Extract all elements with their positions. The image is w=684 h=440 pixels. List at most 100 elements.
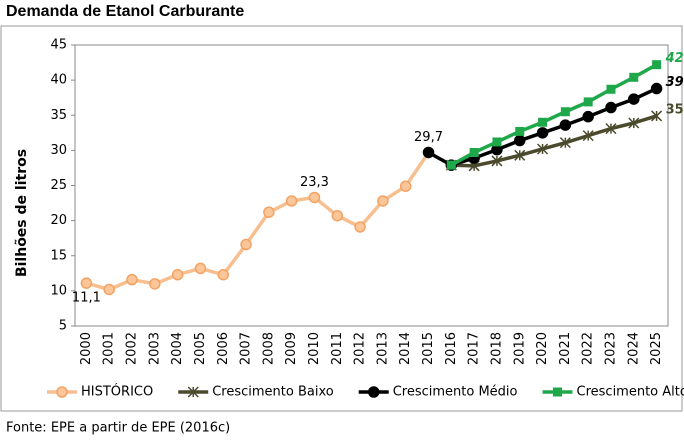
- x-tick-label: 2025: [649, 332, 664, 365]
- marker: [606, 84, 616, 94]
- y-tick-label: 40: [50, 73, 67, 88]
- plot-frame: [74, 44, 669, 327]
- x-tick-label: 2012: [353, 332, 368, 365]
- marker: [537, 143, 549, 155]
- marker: [126, 273, 138, 286]
- marker: [582, 110, 594, 123]
- legend-label: Crescimento Médio: [393, 385, 518, 400]
- marker: [187, 386, 199, 398]
- x-tick-label: 2011: [330, 332, 345, 365]
- marker: [308, 191, 321, 204]
- y-tick-label: 15: [50, 248, 67, 263]
- series-line: [451, 114, 658, 168]
- marker: [491, 155, 503, 167]
- x-tick-label: 2016: [444, 332, 459, 365]
- marker: [583, 97, 593, 107]
- marker: [171, 268, 184, 281]
- data-label: 29,7: [414, 130, 443, 145]
- x-tick-label: 2018: [489, 332, 504, 365]
- marker: [650, 82, 663, 95]
- marker: [377, 195, 389, 207]
- x-tick-label: 2002: [125, 332, 140, 365]
- chart-title: Demanda de Etanol Carburante: [6, 3, 244, 20]
- marker: [514, 134, 526, 147]
- x-tick-label: 2005: [193, 332, 208, 365]
- marker: [103, 283, 115, 296]
- data-label: 23,3: [300, 175, 329, 190]
- marker: [422, 146, 435, 159]
- data-label: 42: [665, 51, 684, 66]
- marker: [492, 137, 502, 147]
- marker: [285, 195, 298, 207]
- marker: [469, 147, 479, 157]
- chart-border: [0, 25, 683, 412]
- x-tick-label: 2000: [79, 332, 94, 365]
- marker: [553, 387, 563, 397]
- marker: [559, 137, 571, 149]
- data-label: 11,1: [72, 291, 101, 306]
- y-tick-label: 20: [50, 213, 67, 228]
- marker: [651, 110, 663, 122]
- legend-label: Crescimento Alto: [577, 385, 684, 400]
- x-tick-label: 2006: [216, 332, 231, 365]
- y-tick-label: 25: [50, 178, 67, 193]
- marker: [80, 277, 93, 289]
- marker: [446, 160, 456, 170]
- data-label: 39: [666, 75, 684, 90]
- y-tick-label: 30: [50, 143, 67, 158]
- x-tick-label: 2022: [581, 332, 596, 365]
- x-tick-label: 2001: [102, 332, 117, 365]
- legend-label: Crescimento Baixo: [212, 385, 334, 400]
- x-tick-label: 2013: [375, 332, 390, 365]
- x-tick-label: 2020: [535, 332, 550, 365]
- x-tick-label: 2019: [512, 332, 527, 365]
- x-tick-label: 2024: [626, 332, 641, 365]
- series-line: [85, 151, 430, 292]
- marker: [149, 278, 161, 290]
- x-tick-label: 2008: [261, 332, 276, 365]
- legend-item: Crescimento Médio: [358, 385, 518, 400]
- y-tick-label: 35: [50, 108, 67, 123]
- legend-item: Crescimento Alto: [542, 385, 684, 400]
- marker: [399, 180, 412, 192]
- series-line: [450, 63, 658, 167]
- marker: [354, 221, 366, 233]
- marker: [560, 107, 570, 117]
- marker: [194, 262, 207, 275]
- marker: [605, 123, 617, 135]
- marker: [367, 386, 380, 398]
- legend-item: HISTÓRICO: [47, 384, 153, 400]
- x-tick-label: 2007: [239, 332, 254, 365]
- source: Fonte: EPE a partir de EPE (2016c): [6, 421, 230, 436]
- marker: [56, 386, 68, 398]
- marker: [514, 149, 526, 161]
- data-label: 35: [666, 102, 684, 117]
- legend-label: HISTÓRICO: [81, 384, 153, 400]
- marker: [263, 206, 275, 218]
- marker: [536, 127, 549, 139]
- x-tick-label: 2014: [398, 332, 413, 365]
- x-tick-label: 2010: [307, 332, 322, 365]
- y-tick-label: 45: [50, 38, 67, 53]
- marker: [629, 72, 639, 82]
- marker: [582, 130, 594, 142]
- marker: [331, 209, 344, 222]
- marker: [628, 93, 640, 105]
- marker: [605, 101, 617, 114]
- marker: [559, 119, 572, 131]
- marker: [538, 117, 548, 127]
- x-tick-label: 2003: [147, 332, 162, 365]
- x-tick-label: 2009: [284, 332, 299, 365]
- x-tick-label: 2017: [467, 332, 482, 365]
- marker: [652, 60, 662, 70]
- legend-item: Crescimento Baixo: [178, 385, 334, 400]
- marker: [628, 117, 640, 129]
- x-tick-label: 2021: [558, 332, 573, 365]
- marker: [217, 268, 229, 281]
- marker: [515, 126, 525, 136]
- y-axis-label: Bilhões de litros: [14, 149, 30, 277]
- marker: [240, 238, 252, 251]
- x-tick-label: 2023: [603, 332, 618, 365]
- x-tick-label: 2015: [421, 332, 436, 365]
